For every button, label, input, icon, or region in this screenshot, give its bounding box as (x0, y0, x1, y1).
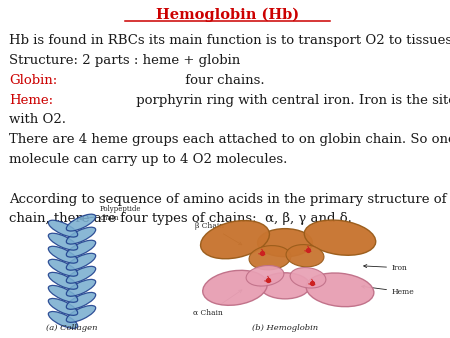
Ellipse shape (257, 228, 312, 257)
Ellipse shape (66, 253, 96, 270)
Text: Hemoglobin (Hb): Hemoglobin (Hb) (156, 8, 299, 22)
Text: Globin:: Globin: (9, 74, 57, 87)
Text: According to sequence of amino acids in the primary structure of each: According to sequence of amino acids in … (9, 193, 450, 206)
Ellipse shape (66, 306, 96, 322)
Ellipse shape (66, 214, 96, 231)
Ellipse shape (48, 272, 78, 289)
Text: molecule can carry up to 4 O2 molecules.: molecule can carry up to 4 O2 molecules. (9, 153, 288, 166)
Ellipse shape (260, 273, 310, 299)
Text: α Chain: α Chain (193, 290, 242, 317)
Ellipse shape (246, 266, 284, 286)
Ellipse shape (66, 280, 96, 296)
Ellipse shape (48, 312, 78, 329)
Text: porphyrin ring with central iron. Iron is the site of attachment: porphyrin ring with central iron. Iron i… (132, 94, 450, 107)
Ellipse shape (249, 246, 291, 270)
Text: Polypeptide
chain: Polypeptide chain (80, 205, 141, 222)
Text: with O2.: with O2. (9, 114, 66, 126)
Text: Heme:: Heme: (9, 94, 53, 107)
Ellipse shape (201, 221, 270, 259)
Text: Structure: 2 parts : heme + globin: Structure: 2 parts : heme + globin (9, 54, 240, 67)
Text: There are 4 heme groups each attached to on globin chain. So one Hb: There are 4 heme groups each attached to… (9, 133, 450, 146)
Text: chain, there are four types of chains;  α, β, γ and δ.: chain, there are four types of chains; α… (9, 213, 352, 225)
Ellipse shape (48, 246, 78, 263)
Text: (b) Hemoglobin: (b) Hemoglobin (252, 324, 318, 332)
Ellipse shape (48, 233, 78, 250)
Ellipse shape (48, 259, 78, 276)
Text: β Chain: β Chain (195, 222, 242, 245)
Ellipse shape (66, 266, 96, 283)
Ellipse shape (48, 285, 78, 302)
Text: four chains.: four chains. (181, 74, 265, 87)
Text: (a) Collagen: (a) Collagen (46, 324, 98, 332)
Ellipse shape (48, 220, 78, 237)
Text: Heme: Heme (362, 285, 415, 296)
Ellipse shape (306, 273, 374, 307)
Text: Iron: Iron (364, 264, 408, 272)
Text: Hb is found in RBCs its main function is to transport O2 to tissues.: Hb is found in RBCs its main function is… (9, 34, 450, 47)
Ellipse shape (66, 240, 96, 257)
Ellipse shape (203, 270, 267, 305)
Ellipse shape (66, 227, 96, 244)
Ellipse shape (48, 298, 78, 315)
Ellipse shape (66, 292, 96, 309)
Ellipse shape (304, 220, 376, 255)
Ellipse shape (286, 245, 324, 267)
Ellipse shape (290, 268, 326, 288)
